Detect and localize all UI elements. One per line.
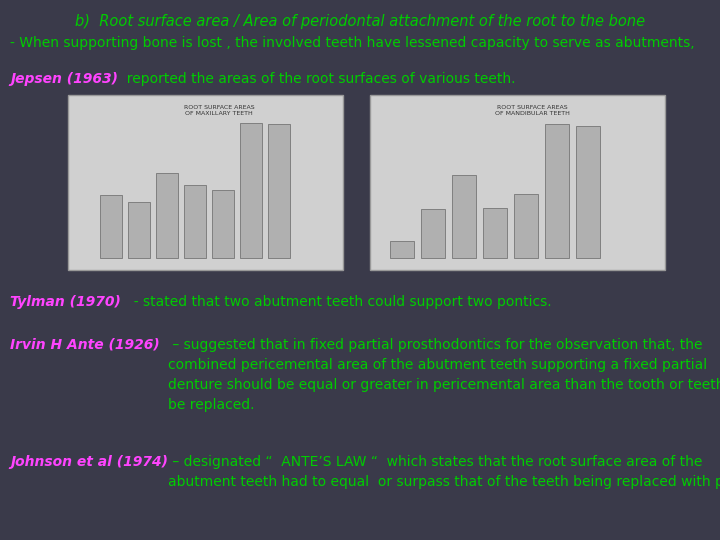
Text: ROOT SURFACE AREAS
OF MAXILLARY TEETH: ROOT SURFACE AREAS OF MAXILLARY TEETH xyxy=(184,105,255,116)
Bar xyxy=(212,190,234,258)
Text: combined pericemental area of the abutment teeth supporting a fixed partial: combined pericemental area of the abutme… xyxy=(168,358,707,372)
Text: ROOT SURFACE AREAS
OF MANDIBULAR TEETH: ROOT SURFACE AREAS OF MANDIBULAR TEETH xyxy=(495,105,570,116)
Bar xyxy=(452,174,476,258)
Bar xyxy=(390,241,414,258)
Bar xyxy=(240,123,262,258)
Text: – suggested that in fixed partial prosthodontics for the observation that, the: – suggested that in fixed partial prosth… xyxy=(168,338,703,352)
Bar xyxy=(576,126,600,258)
Text: abutment teeth had to equal  or surpass that of the teeth being replaced with po: abutment teeth had to equal or surpass t… xyxy=(168,475,720,489)
Text: be replaced.: be replaced. xyxy=(168,398,254,412)
Bar xyxy=(156,173,178,258)
Text: Irvin H Ante (1926): Irvin H Ante (1926) xyxy=(10,338,160,352)
Text: - stated that two abutment teeth could support two pontics.: - stated that two abutment teeth could s… xyxy=(125,295,552,309)
Bar xyxy=(268,124,290,258)
Text: – designated “  ANTE’S LAW “  which states that the root surface area of the: – designated “ ANTE’S LAW “ which states… xyxy=(168,455,703,469)
Bar xyxy=(370,95,665,270)
Bar xyxy=(100,194,122,258)
Bar xyxy=(483,208,507,258)
Text: denture should be equal or greater in pericemental area than the tooth or teeth : denture should be equal or greater in pe… xyxy=(168,378,720,392)
Text: reported the areas of the root surfaces of various teeth.: reported the areas of the root surfaces … xyxy=(118,72,516,86)
Bar xyxy=(184,185,206,258)
Bar xyxy=(128,202,150,258)
Text: b)  Root surface area / Area of periodontal attachment of the root to the bone: b) Root surface area / Area of periodont… xyxy=(75,14,645,29)
Text: Jepsen (1963): Jepsen (1963) xyxy=(10,72,118,86)
Bar xyxy=(68,95,343,270)
Text: Tylman (1970): Tylman (1970) xyxy=(10,295,121,309)
Bar xyxy=(421,209,445,258)
Bar xyxy=(545,124,569,258)
Text: Johnson et al (1974): Johnson et al (1974) xyxy=(10,455,168,469)
Text: - When supporting bone is lost , the involved teeth have lessened capacity to se: - When supporting bone is lost , the inv… xyxy=(10,36,695,50)
Bar xyxy=(514,194,538,258)
